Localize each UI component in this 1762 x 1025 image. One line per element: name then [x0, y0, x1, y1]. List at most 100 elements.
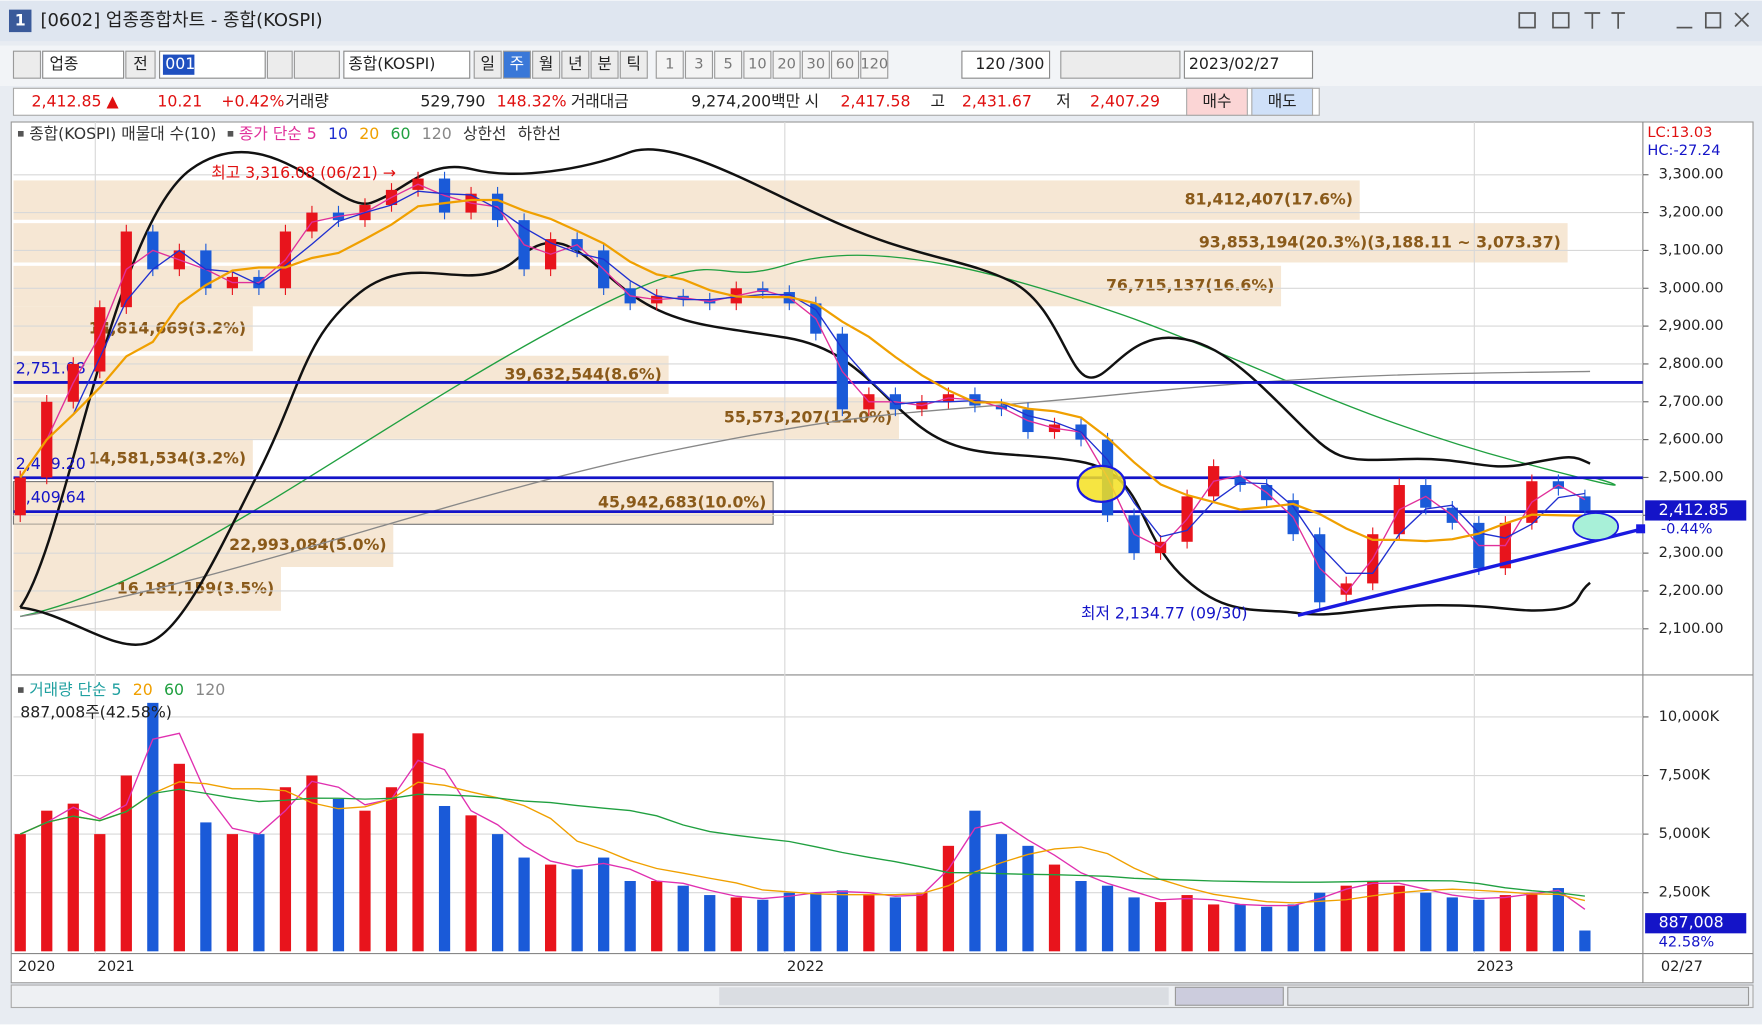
profile-label: 45,942,683(10.0%)	[598, 492, 766, 511]
market-select[interactable]	[42, 50, 125, 79]
window-number: 1	[15, 10, 26, 29]
tool-buttons[interactable]	[1060, 50, 1181, 79]
volume-bar	[677, 885, 689, 952]
legend-entry: 거래량 단순 5	[29, 680, 121, 699]
code-highlight	[162, 54, 195, 75]
period-button[interactable]	[619, 50, 648, 79]
title-buttons[interactable]	[1518, 12, 1750, 29]
legend-entry: 120	[195, 680, 225, 699]
y-tick-label: 2,800.00	[1659, 355, 1724, 372]
volume-bar	[969, 810, 981, 952]
volume-label: 887,008주(42.58%)	[20, 703, 172, 722]
volume-bar	[571, 869, 583, 952]
x-tick-label: 2021	[98, 958, 135, 975]
ma60-line	[20, 254, 1616, 618]
interval-button[interactable]	[743, 50, 772, 79]
sell-button[interactable]	[1251, 87, 1314, 116]
y-tick-label: 2,200.00	[1659, 582, 1724, 599]
volume-bar	[810, 892, 822, 952]
volume-bar	[332, 798, 345, 952]
volume-bar	[1154, 902, 1167, 952]
volume-bar	[518, 857, 530, 952]
volume-bar	[253, 834, 265, 952]
name-box	[343, 50, 471, 79]
volume: 529,790	[420, 91, 485, 110]
volume-profile-bar	[13, 306, 253, 352]
volume-bar	[1499, 895, 1511, 952]
period-button[interactable]	[561, 50, 590, 79]
period: 년	[568, 54, 582, 73]
chart-tools[interactable]	[1287, 986, 1750, 1006]
period: 주	[510, 54, 524, 73]
volume-bar	[1393, 885, 1405, 952]
volume-bar	[995, 834, 1008, 952]
y-tick-label: 2,700.00	[1659, 393, 1724, 410]
volume-average	[19, 781, 1586, 904]
interval-button[interactable]	[684, 50, 714, 79]
trend-handle[interactable]	[1636, 524, 1646, 534]
volume-profile-bar	[12, 481, 774, 525]
window-icon	[8, 9, 32, 33]
high-label: 고	[930, 91, 944, 110]
volume-bar	[67, 803, 79, 952]
legend-marker	[17, 130, 24, 137]
interval: 30	[807, 56, 826, 73]
amount-label: 거래대금	[571, 91, 629, 110]
profile-label: 81,412,407(17.6%)	[1185, 190, 1353, 209]
volume-bar	[147, 702, 159, 952]
interval-button[interactable]	[655, 50, 684, 79]
search-button[interactable]	[266, 50, 293, 79]
interval-button[interactable]	[860, 50, 889, 79]
interval-button[interactable]	[801, 50, 830, 79]
annotation: 최저 2,134.77 (09/30)	[1081, 604, 1247, 623]
price-tag-pct: -0.44%	[1661, 521, 1713, 538]
interval-button[interactable]	[830, 50, 860, 79]
y-tick-label: 2,300.00	[1659, 544, 1724, 561]
period-button[interactable]	[532, 50, 561, 79]
interval-button[interactable]	[714, 50, 743, 79]
trend-line	[1297, 527, 1644, 617]
interval: 120	[860, 56, 888, 73]
count-box[interactable]	[961, 50, 1051, 79]
playback-buttons[interactable]	[1174, 986, 1284, 1006]
volume-bar	[1579, 930, 1591, 952]
volume-bar	[465, 815, 477, 952]
y-tick-label: 10,000K	[1659, 708, 1720, 725]
interval-button[interactable]	[772, 50, 801, 79]
volume-tag-label: 887,008	[1659, 913, 1724, 932]
volume-bar	[1101, 885, 1114, 952]
candle-body	[1579, 496, 1591, 511]
volume-bar	[14, 834, 26, 952]
sound-button[interactable]	[293, 50, 340, 79]
window-title: [0602] 업종종합차트 - 종합(KOSPI)	[40, 10, 322, 31]
tool-button[interactable]	[12, 50, 42, 79]
sell: 매도	[1268, 91, 1297, 110]
volume-profile-bar	[13, 438, 253, 480]
interval: 3	[694, 56, 703, 73]
volume-bar	[863, 895, 875, 952]
period-button[interactable]	[590, 50, 619, 79]
total: /300	[1009, 54, 1044, 73]
profile-label: 76,715,137(16.6%)	[1106, 276, 1274, 295]
volume-profile-bar	[13, 223, 1568, 263]
moving-average	[19, 183, 1586, 594]
prev-button[interactable]	[125, 50, 156, 79]
interval: 10	[748, 56, 767, 73]
volume-bar	[1075, 880, 1087, 952]
volume-profile-bar	[13, 180, 1360, 220]
high: 2,431.67	[962, 91, 1032, 110]
volume-bar	[836, 890, 848, 952]
period-button[interactable]	[502, 50, 531, 79]
count: 120	[975, 54, 1005, 73]
scroll-thumb[interactable]	[719, 987, 1169, 1006]
volume-bar	[279, 787, 292, 952]
volume-average	[19, 788, 1585, 897]
volume-bar	[1420, 892, 1432, 952]
buy-button[interactable]	[1186, 87, 1248, 116]
profile-label: 39,632,544(8.6%)	[504, 364, 661, 383]
price: 2,412.85 ▲	[31, 91, 119, 110]
profile-label: 55,573,207(12.0%)	[724, 408, 892, 427]
period-button[interactable]	[473, 50, 502, 79]
volume-bar	[306, 775, 318, 952]
date-box[interactable]	[1183, 50, 1314, 79]
